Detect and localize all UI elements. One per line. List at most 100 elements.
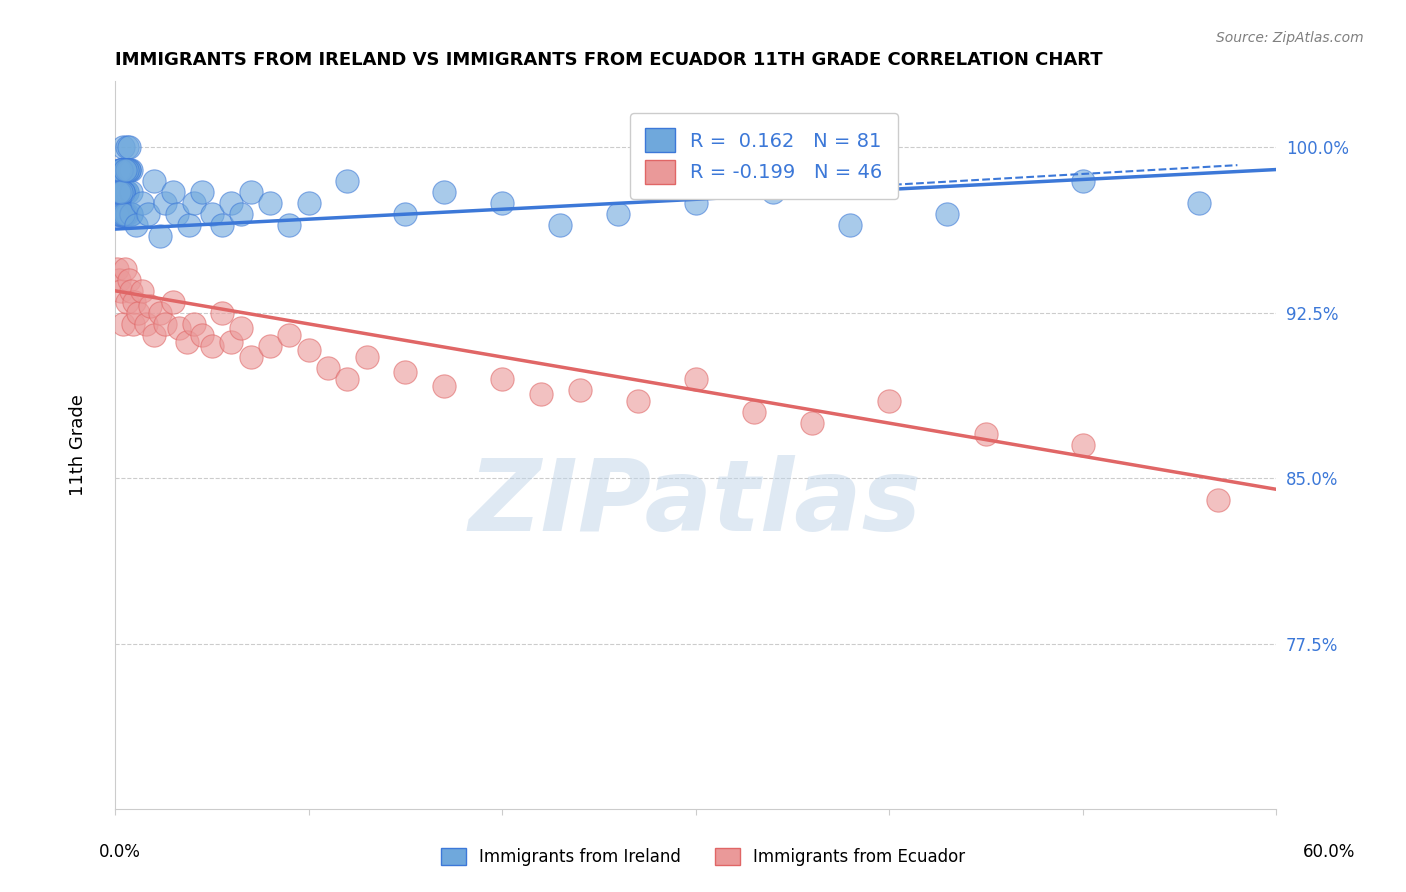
Point bbox=[139, 299, 162, 313]
Point bbox=[229, 207, 252, 221]
Point bbox=[229, 321, 252, 335]
Point bbox=[685, 195, 707, 210]
Point bbox=[114, 207, 136, 221]
Point bbox=[110, 207, 132, 221]
Point bbox=[111, 207, 134, 221]
Point bbox=[278, 218, 301, 232]
Point bbox=[111, 317, 134, 331]
Text: IMMIGRANTS FROM IRELAND VS IMMIGRANTS FROM ECUADOR 11TH GRADE CORRELATION CHART: IMMIGRANTS FROM IRELAND VS IMMIGRANTS FR… bbox=[115, 51, 1102, 69]
Point bbox=[110, 162, 132, 177]
Point bbox=[111, 185, 134, 199]
Point bbox=[120, 284, 142, 298]
Point bbox=[115, 162, 138, 177]
Point bbox=[394, 365, 416, 379]
Point bbox=[191, 185, 214, 199]
Point bbox=[219, 195, 242, 210]
Point bbox=[118, 140, 141, 154]
Point bbox=[336, 372, 359, 386]
Point bbox=[114, 207, 136, 221]
Point bbox=[136, 207, 159, 221]
Point bbox=[176, 334, 198, 349]
Point bbox=[110, 162, 132, 177]
Point bbox=[211, 306, 233, 320]
Point bbox=[105, 207, 128, 221]
Point bbox=[356, 350, 378, 364]
Point bbox=[548, 218, 571, 232]
Point bbox=[108, 207, 131, 221]
Point bbox=[108, 162, 131, 177]
Point bbox=[124, 294, 146, 309]
Point bbox=[111, 185, 134, 199]
Point bbox=[121, 317, 143, 331]
Point bbox=[108, 207, 131, 221]
Point bbox=[108, 185, 131, 199]
Point bbox=[433, 378, 456, 392]
Point bbox=[114, 162, 136, 177]
Point bbox=[742, 405, 765, 419]
Point bbox=[114, 185, 136, 199]
Point bbox=[111, 185, 134, 199]
Point bbox=[149, 306, 172, 320]
Point bbox=[239, 185, 262, 199]
Point bbox=[110, 162, 132, 177]
Point bbox=[105, 207, 128, 221]
Point bbox=[685, 372, 707, 386]
Point bbox=[142, 327, 165, 342]
Point bbox=[278, 327, 301, 342]
Point bbox=[149, 228, 172, 243]
Point bbox=[115, 140, 138, 154]
Point bbox=[167, 321, 190, 335]
Point bbox=[1071, 173, 1094, 187]
Text: 11th Grade: 11th Grade bbox=[69, 394, 87, 496]
Point bbox=[115, 294, 138, 309]
Point bbox=[125, 218, 148, 232]
Text: 0.0%: 0.0% bbox=[98, 843, 141, 861]
Point bbox=[297, 343, 319, 358]
Point bbox=[114, 162, 136, 177]
Point bbox=[433, 185, 456, 199]
Point bbox=[211, 218, 233, 232]
Point bbox=[839, 218, 862, 232]
Point bbox=[115, 162, 138, 177]
Point bbox=[111, 207, 134, 221]
Point bbox=[120, 162, 142, 177]
Point bbox=[110, 284, 132, 298]
Point bbox=[336, 173, 359, 187]
Text: Source: ZipAtlas.com: Source: ZipAtlas.com bbox=[1216, 31, 1364, 45]
Point bbox=[530, 387, 553, 401]
Point bbox=[108, 185, 131, 199]
Point bbox=[166, 207, 188, 221]
Point bbox=[259, 195, 281, 210]
Point bbox=[219, 334, 242, 349]
Text: ZIPatlas: ZIPatlas bbox=[470, 455, 922, 552]
Point bbox=[131, 284, 153, 298]
Point bbox=[110, 185, 132, 199]
Point bbox=[118, 273, 141, 287]
Point bbox=[118, 162, 141, 177]
Point bbox=[120, 207, 142, 221]
Point bbox=[568, 383, 591, 397]
Point bbox=[108, 273, 131, 287]
Point bbox=[105, 261, 128, 276]
Point bbox=[142, 173, 165, 187]
Point bbox=[111, 185, 134, 199]
Point bbox=[316, 361, 339, 376]
Point bbox=[110, 185, 132, 199]
Point bbox=[162, 294, 184, 309]
Point bbox=[110, 185, 132, 199]
Point bbox=[491, 195, 513, 210]
Point bbox=[111, 185, 134, 199]
Legend: Immigrants from Ireland, Immigrants from Ecuador: Immigrants from Ireland, Immigrants from… bbox=[433, 840, 973, 875]
Point bbox=[239, 350, 262, 364]
Point bbox=[120, 207, 142, 221]
Point bbox=[108, 207, 131, 221]
Point bbox=[259, 339, 281, 353]
Point bbox=[115, 207, 138, 221]
Point bbox=[155, 195, 177, 210]
Point bbox=[394, 207, 416, 221]
Point bbox=[114, 185, 136, 199]
Point bbox=[297, 195, 319, 210]
Point bbox=[1188, 195, 1211, 210]
Point bbox=[607, 207, 630, 221]
Point bbox=[135, 317, 157, 331]
